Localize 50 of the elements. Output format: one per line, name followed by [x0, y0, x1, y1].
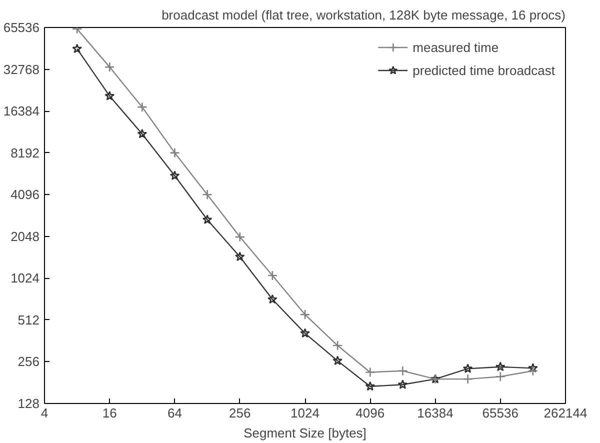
- x-tick-label: 256: [229, 406, 251, 420]
- x-tick-label: 65536: [482, 406, 518, 420]
- point: [234, 232, 246, 242]
- point: [300, 328, 310, 338]
- point: [332, 356, 342, 366]
- x-axis-title: Segment Size [bytes]: [244, 426, 366, 440]
- x-tick-label: 4: [40, 406, 48, 420]
- point: [137, 102, 148, 112]
- point: [137, 128, 148, 138]
- y-tick-label: 2048: [10, 228, 40, 244]
- legend-label: measured time: [412, 40, 499, 54]
- x-tick-label: 1024: [290, 406, 320, 420]
- point: [462, 374, 473, 384]
- y-tick-label: 4096: [10, 187, 40, 202]
- y-tick-label: 65536: [3, 20, 40, 35]
- y-tick-label: 512: [18, 312, 40, 328]
- x-tick-label: 16384: [417, 406, 454, 420]
- point: [300, 309, 310, 320]
- chart-title: broadcast model (flat tree, workstation, 128K byte message, 16 procs): [162, 8, 566, 22]
- x-tick-label: 16: [102, 406, 117, 420]
- point: [398, 366, 408, 376]
- point: [72, 44, 82, 54]
- point: [104, 90, 115, 100]
- x-tick-label: 4096: [356, 406, 385, 420]
- y-tick-label: 256: [18, 354, 40, 370]
- point: [398, 380, 408, 389]
- point: [365, 381, 376, 391]
- x-tick-label: 64: [168, 406, 182, 420]
- point: [202, 189, 212, 200]
- point: [495, 362, 506, 372]
- point: [332, 340, 343, 351]
- legend-label: predicted time broadcast: [412, 62, 555, 78]
- y-tick-label: 32768: [3, 62, 40, 77]
- point: [495, 371, 506, 382]
- y-tick-label: 16384: [3, 104, 40, 119]
- point: [234, 252, 245, 262]
- point: [267, 270, 278, 281]
- point: [364, 367, 376, 378]
- y-tick-label: 8192: [10, 145, 40, 160]
- point: [170, 148, 180, 158]
- point: [268, 294, 278, 304]
- point: [528, 363, 538, 372]
- point: [462, 364, 473, 373]
- point: [104, 62, 115, 72]
- y-tick-label: 1024: [10, 270, 40, 286]
- y-tick-label: 128: [18, 396, 40, 411]
- x-tick-label: 262144: [544, 406, 588, 420]
- point: [170, 170, 180, 180]
- point: [528, 366, 538, 376]
- point: [202, 214, 212, 224]
